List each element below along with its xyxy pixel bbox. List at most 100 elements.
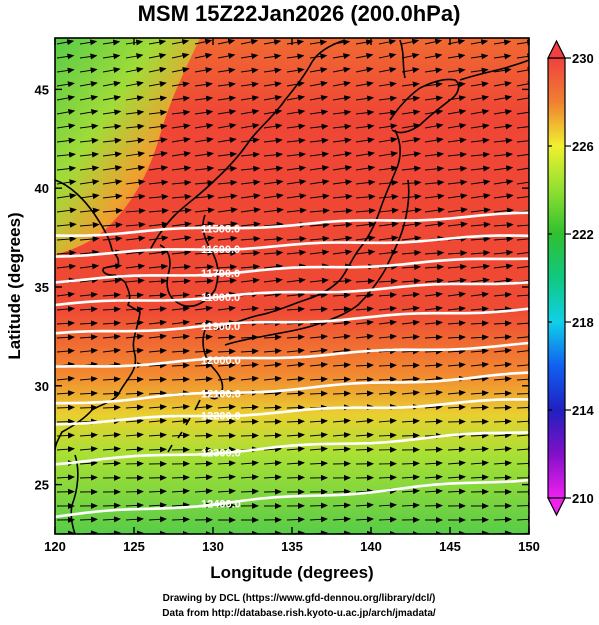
wind-arrow bbox=[309, 207, 330, 214]
wind-arrow bbox=[378, 376, 397, 383]
wind-arrow bbox=[401, 334, 420, 341]
wind-arrow bbox=[148, 39, 167, 46]
contour-label: 12200.0 bbox=[201, 410, 241, 422]
contour-line bbox=[55, 398, 529, 426]
wind-arrow bbox=[286, 109, 306, 116]
wind-arrow bbox=[286, 53, 305, 60]
wind-arrow bbox=[332, 277, 352, 284]
wind-arrow bbox=[309, 460, 328, 467]
wind-arrow bbox=[378, 193, 399, 200]
wind-arrow bbox=[240, 165, 261, 172]
wind-arrow bbox=[148, 109, 168, 116]
wind-arrow bbox=[148, 81, 167, 87]
wind-arrow bbox=[171, 123, 191, 130]
wind-arrow bbox=[493, 179, 514, 186]
wind-arrow bbox=[79, 53, 98, 60]
wind-arrow bbox=[493, 291, 512, 298]
wind-arrow bbox=[378, 165, 399, 172]
wind-arrow bbox=[194, 67, 213, 74]
coastline-sakhalin bbox=[399, 39, 406, 79]
wind-arrow bbox=[102, 165, 123, 172]
wind-arrow bbox=[217, 207, 238, 214]
wind-arrow bbox=[424, 334, 443, 341]
wind-arrow bbox=[79, 446, 98, 453]
wind-arrow bbox=[424, 418, 443, 425]
wind-arrow bbox=[217, 122, 237, 129]
wind-arrow bbox=[263, 165, 284, 172]
wind-arrow bbox=[332, 249, 353, 256]
wind-arrow bbox=[148, 306, 167, 312]
wind-arrow bbox=[171, 348, 190, 355]
wind-arrow bbox=[516, 39, 529, 46]
wind-arrow bbox=[470, 108, 490, 115]
wind-arrow bbox=[447, 446, 466, 453]
wind-arrow bbox=[148, 263, 169, 270]
wind-arrow bbox=[378, 123, 398, 130]
y-tick-label: 45 bbox=[35, 82, 49, 97]
wind-arrow bbox=[102, 94, 122, 101]
wind-arrow bbox=[332, 66, 351, 73]
wind-arrow bbox=[378, 95, 398, 102]
wind-arrow bbox=[240, 67, 259, 74]
wind-arrow bbox=[102, 137, 122, 144]
wind-arrow bbox=[332, 362, 351, 369]
wind-arrow bbox=[516, 390, 529, 397]
wind-arrow bbox=[493, 446, 512, 452]
wind-arrow bbox=[401, 81, 420, 88]
colorbar-bar bbox=[547, 57, 566, 499]
wind-arrow bbox=[240, 474, 259, 481]
wind-arrow bbox=[332, 53, 351, 60]
wind-arrow bbox=[470, 320, 489, 327]
wind-arrow bbox=[470, 348, 489, 355]
wind-arrow bbox=[56, 94, 76, 101]
coastline-honshu bbox=[214, 129, 401, 331]
wind-arrow bbox=[56, 151, 77, 158]
wind-arrow bbox=[424, 460, 443, 467]
wind-arrow bbox=[148, 165, 169, 172]
wind-arrow bbox=[424, 389, 443, 396]
wind-arrow bbox=[102, 333, 121, 340]
wind-arrow bbox=[470, 137, 490, 144]
wind-arrow bbox=[194, 221, 215, 228]
wind-arrow bbox=[516, 67, 529, 73]
wind-arrow bbox=[102, 306, 121, 313]
wind-arrow bbox=[378, 81, 397, 88]
wind-arrow bbox=[378, 109, 398, 116]
wind-arrow bbox=[102, 460, 121, 467]
wind-arrow bbox=[355, 207, 376, 214]
wind-arrow bbox=[240, 38, 259, 45]
wind-arrow bbox=[424, 137, 444, 144]
wind-arrow bbox=[194, 264, 215, 271]
wind-arrow bbox=[493, 516, 512, 523]
wind-arrow bbox=[171, 221, 192, 228]
wind-arrow bbox=[378, 221, 399, 228]
wind-arrow bbox=[263, 460, 282, 467]
wind-arrow bbox=[516, 53, 529, 60]
wind-arrow bbox=[309, 446, 328, 453]
wind-arrow bbox=[125, 235, 146, 242]
y-tick-label: 30 bbox=[35, 379, 49, 394]
wind-arrow bbox=[493, 249, 514, 256]
wind-arrow bbox=[332, 109, 352, 116]
contour-label: 12100.0 bbox=[201, 389, 241, 401]
wind-arrow bbox=[148, 249, 169, 256]
wind-arrow bbox=[171, 81, 190, 88]
wind-arrow bbox=[56, 320, 75, 327]
wind-arrow bbox=[378, 305, 397, 312]
wind-arrow bbox=[263, 108, 283, 115]
wind-arrow bbox=[194, 179, 215, 186]
wind-arrow bbox=[516, 418, 529, 425]
wind-arrow bbox=[401, 235, 422, 242]
wind-arrow bbox=[194, 403, 213, 410]
wind-arrow bbox=[148, 221, 169, 228]
wind-arrow bbox=[56, 39, 75, 46]
contour-label: 11700.0 bbox=[201, 268, 240, 280]
wind-arrow bbox=[102, 123, 122, 130]
wind-arrow bbox=[493, 53, 512, 60]
wind-arrow bbox=[401, 151, 422, 158]
wind-arrow bbox=[125, 165, 146, 171]
wind-arrow bbox=[56, 291, 75, 298]
wind-arrow bbox=[309, 306, 328, 313]
wind-arrow bbox=[102, 80, 121, 87]
wind-arrow bbox=[447, 81, 466, 88]
